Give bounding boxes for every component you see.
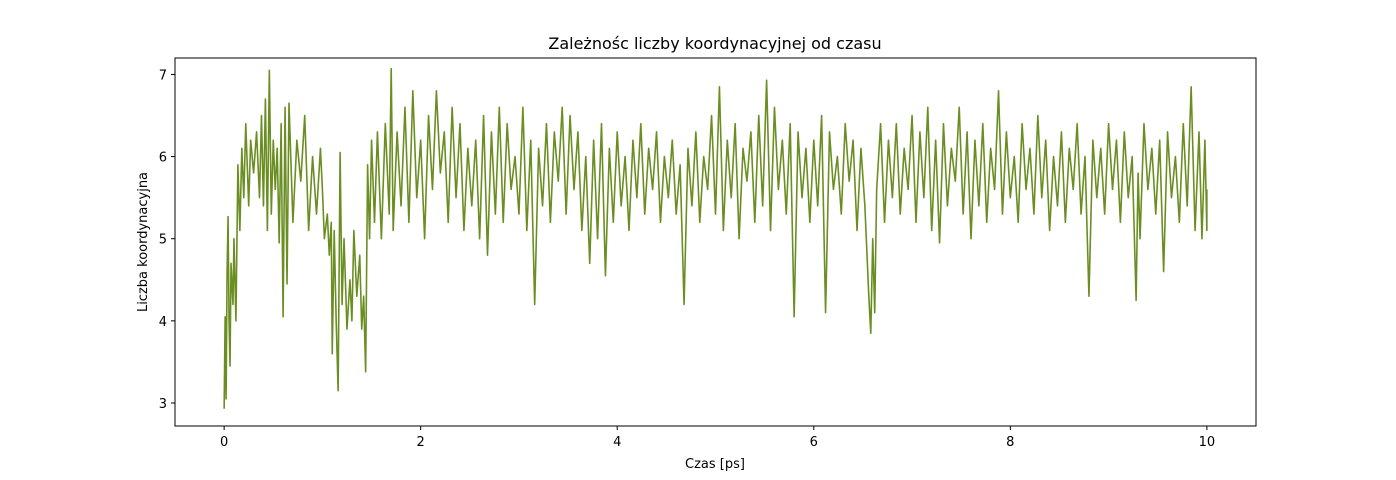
- plot-frame: [174, 57, 1257, 427]
- x-tick-label: 6: [810, 435, 818, 450]
- y-axis: 3 4 5 6 7: [159, 68, 175, 412]
- chart-title: Zależnośc liczby koordynacyjnej od czasu: [548, 34, 881, 53]
- x-tick-label: 0: [220, 435, 228, 450]
- y-tick-label: 4: [159, 315, 167, 330]
- y-tick-label: 5: [159, 233, 167, 248]
- y-tick-label: 7: [159, 68, 167, 83]
- series-line-0: [223, 67, 1208, 409]
- y-axis-label: Liczba koordynacyjna: [136, 172, 151, 312]
- plot-area: [223, 67, 1208, 409]
- x-tick-label: 8: [1006, 435, 1014, 450]
- x-axis-label: Czas [ps]: [685, 457, 745, 472]
- y-tick-label: 3: [159, 397, 167, 412]
- x-tick-label: 10: [1199, 435, 1216, 450]
- x-axis: 0 2 4 6 8 10: [220, 426, 1215, 450]
- x-tick-label: 2: [417, 435, 425, 450]
- x-tick-label: 4: [613, 435, 621, 450]
- y-tick-label: 6: [159, 151, 167, 166]
